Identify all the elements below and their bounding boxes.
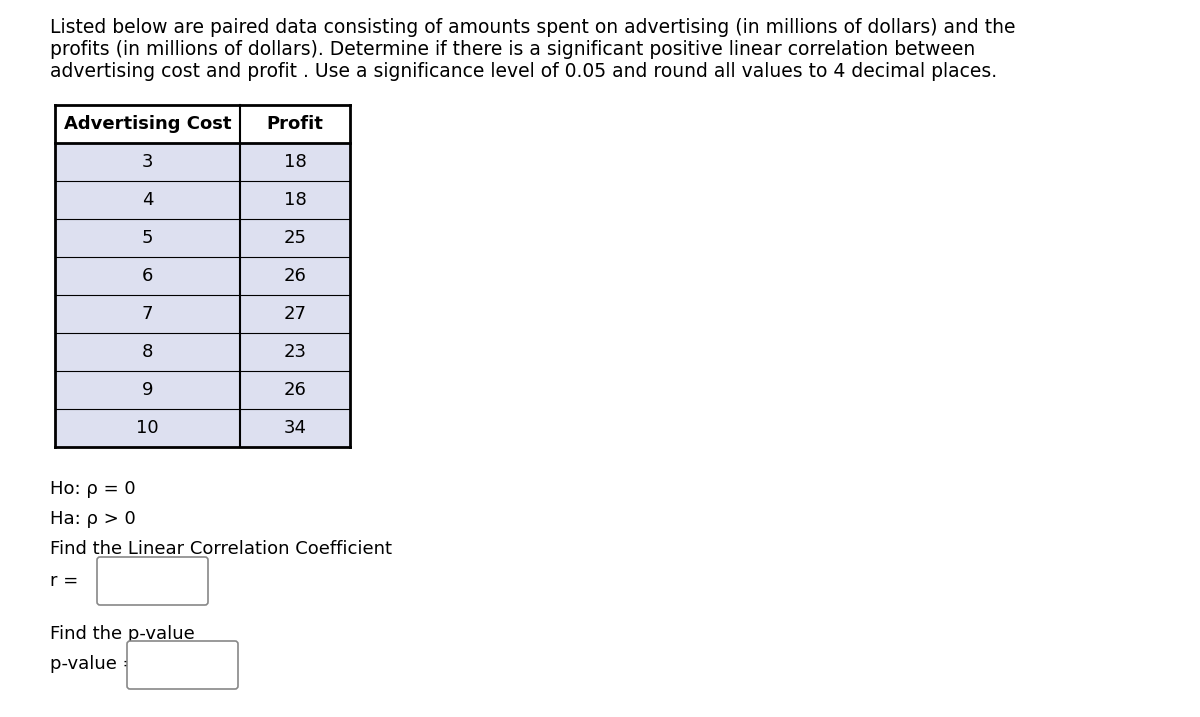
Text: 25: 25 xyxy=(283,229,306,247)
Text: 5: 5 xyxy=(142,229,154,247)
Text: 27: 27 xyxy=(283,305,306,323)
Bar xyxy=(55,105,350,143)
Bar xyxy=(55,333,350,371)
FancyBboxPatch shape xyxy=(127,641,238,689)
FancyBboxPatch shape xyxy=(97,557,208,605)
Text: 18: 18 xyxy=(283,153,306,171)
Bar xyxy=(55,143,350,181)
Text: 7: 7 xyxy=(142,305,154,323)
Text: p-value =: p-value = xyxy=(50,655,138,673)
Bar xyxy=(55,257,350,295)
Text: 3: 3 xyxy=(142,153,154,171)
Text: 6: 6 xyxy=(142,267,154,285)
Text: Find the p-value: Find the p-value xyxy=(50,625,194,643)
Bar xyxy=(55,181,350,219)
Bar xyxy=(55,295,350,333)
Text: r =: r = xyxy=(50,572,78,590)
Text: 10: 10 xyxy=(136,419,158,437)
Text: 4: 4 xyxy=(142,191,154,209)
Text: 34: 34 xyxy=(283,419,306,437)
Bar xyxy=(55,371,350,409)
Text: profits (in millions of dollars). Determine if there is a significant positive l: profits (in millions of dollars). Determ… xyxy=(50,40,976,59)
Text: 26: 26 xyxy=(283,381,306,399)
Bar xyxy=(55,219,350,257)
Text: Listed below are paired data consisting of amounts spent on advertising (in mill: Listed below are paired data consisting … xyxy=(50,18,1015,37)
Text: 18: 18 xyxy=(283,191,306,209)
Text: Profit: Profit xyxy=(266,115,324,133)
Text: Ha: ρ > 0: Ha: ρ > 0 xyxy=(50,510,136,528)
Text: advertising cost and profit . Use a significance level of 0.05 and round all val: advertising cost and profit . Use a sign… xyxy=(50,62,997,81)
Text: Ho: ρ = 0: Ho: ρ = 0 xyxy=(50,480,136,498)
Text: 26: 26 xyxy=(283,267,306,285)
Bar xyxy=(55,409,350,447)
Text: 9: 9 xyxy=(142,381,154,399)
Text: 23: 23 xyxy=(283,343,306,361)
Text: 8: 8 xyxy=(142,343,154,361)
Text: Advertising Cost: Advertising Cost xyxy=(64,115,232,133)
Text: Find the Linear Correlation Coefficient: Find the Linear Correlation Coefficient xyxy=(50,540,392,558)
